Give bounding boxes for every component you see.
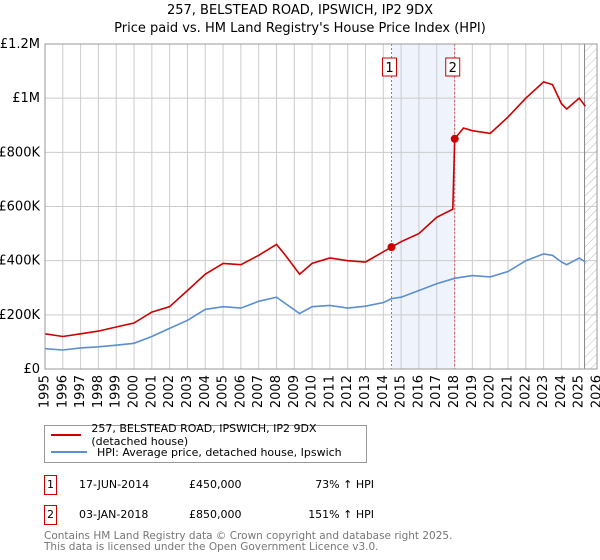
legend-swatch-blue bbox=[51, 451, 87, 453]
legend-item-hpi: HPI: Average price, detached house, Ipsw… bbox=[51, 444, 342, 460]
x-tick-label: 2026 bbox=[590, 375, 600, 408]
y-tick-label: £0 bbox=[23, 362, 40, 377]
x-tick-label: 2020 bbox=[483, 375, 498, 408]
sale-marker-badge bbox=[382, 57, 398, 77]
x-tick-label: 2005 bbox=[216, 375, 231, 408]
x-tick-label: 2009 bbox=[287, 375, 302, 408]
x-tick-label: 2013 bbox=[358, 375, 373, 408]
footer-attribution: Contains HM Land Registry data © Crown c… bbox=[44, 531, 452, 553]
x-tick-label: 2023 bbox=[536, 375, 551, 408]
sale-marker-badge bbox=[445, 57, 461, 77]
sale-point bbox=[450, 134, 459, 143]
x-tick-label: 2004 bbox=[198, 375, 213, 408]
legend-label: 257, BELSTEAD ROAD, IPSWICH, IP2 9DX (de… bbox=[91, 422, 317, 448]
x-tick-label: 2014 bbox=[376, 375, 391, 408]
legend-swatch-red bbox=[51, 434, 82, 436]
x-tick-label: 2007 bbox=[251, 375, 266, 408]
x-tick-label: 1996 bbox=[55, 375, 70, 408]
x-tick-label: 2016 bbox=[411, 375, 426, 408]
chart-subtitle: Price paid vs. HM Land Registry's House … bbox=[114, 21, 486, 36]
chart-title: 257, BELSTEAD ROAD, IPSWICH, IP2 9DX bbox=[166, 3, 434, 18]
series-line bbox=[45, 253, 586, 351]
plot-border bbox=[44, 43, 598, 370]
x-tick-label: 2025 bbox=[572, 375, 587, 408]
x-tick-label: 1999 bbox=[109, 375, 124, 408]
x-tick-label: 2019 bbox=[465, 375, 480, 408]
x-tick-label: 2011 bbox=[322, 375, 337, 408]
x-tick-label: 2022 bbox=[518, 375, 533, 408]
y-tick-label: £400K bbox=[0, 254, 40, 269]
x-tick-label: 1998 bbox=[91, 375, 106, 408]
y-tick-label: £1M bbox=[12, 91, 40, 106]
sale-hpi-change: 73% ↑ HPI bbox=[315, 478, 374, 491]
x-tick-label: 2024 bbox=[554, 375, 569, 408]
x-tick-label: 2021 bbox=[500, 375, 515, 408]
x-tick-label: 2017 bbox=[429, 375, 444, 408]
y-tick-label: £600K bbox=[0, 200, 40, 215]
sale-date: 17-JUN-2014 bbox=[79, 478, 150, 491]
y-tick-label: £800K bbox=[0, 145, 40, 160]
y-tick-label: £200K bbox=[0, 308, 40, 323]
x-tick-label: 2015 bbox=[394, 375, 409, 408]
sale-date: 03-JAN-2018 bbox=[79, 508, 149, 521]
legend-label: HPI: Average price, detached house, Ipsw… bbox=[97, 445, 342, 459]
sale-price: £450,000 bbox=[189, 478, 242, 491]
x-tick-label: 2012 bbox=[340, 375, 355, 408]
x-tick-label: 2003 bbox=[180, 375, 195, 408]
plot-area: 1995 1996 1997 1998 1999 2000 2001 2002 2003 2004… bbox=[0, 37, 600, 408]
sale-hpi-change: 151% ↑ HPI bbox=[308, 508, 374, 521]
x-tick-label: 2010 bbox=[305, 375, 320, 408]
sale-marker-label: 2 bbox=[449, 61, 457, 76]
x-tick-label: 1997 bbox=[73, 375, 88, 408]
x-tick-label: 2018 bbox=[447, 375, 462, 408]
y-tick-label: £1.2M bbox=[0, 37, 40, 52]
x-tick-label: 2002 bbox=[162, 375, 177, 408]
legend-item-property: 257, BELSTEAD ROAD, IPSWICH, IP2 9DX (de… bbox=[51, 422, 366, 448]
series-line bbox=[45, 81, 587, 338]
x-tick-label: 1995 bbox=[38, 375, 53, 408]
x-tick-label: 2001 bbox=[144, 375, 159, 408]
legend: 257, BELSTEAD ROAD, IPSWICH, IP2 9DX (de… bbox=[44, 422, 367, 463]
sale-marker-label: 1 bbox=[385, 61, 393, 76]
footer-line: Contains HM Land Registry data © Crown c… bbox=[44, 530, 453, 542]
sale-point bbox=[387, 243, 396, 252]
x-tick-label: 2008 bbox=[269, 375, 284, 408]
sale-number-badge: 1 bbox=[44, 475, 57, 495]
x-tick-label: 2006 bbox=[233, 375, 248, 408]
x-tick-label: 2000 bbox=[127, 375, 142, 408]
footer-line: This data is licensed under the Open Gov… bbox=[44, 541, 379, 553]
sale-number-badge: 2 bbox=[44, 505, 57, 525]
sale-price: £850,000 bbox=[189, 508, 242, 521]
